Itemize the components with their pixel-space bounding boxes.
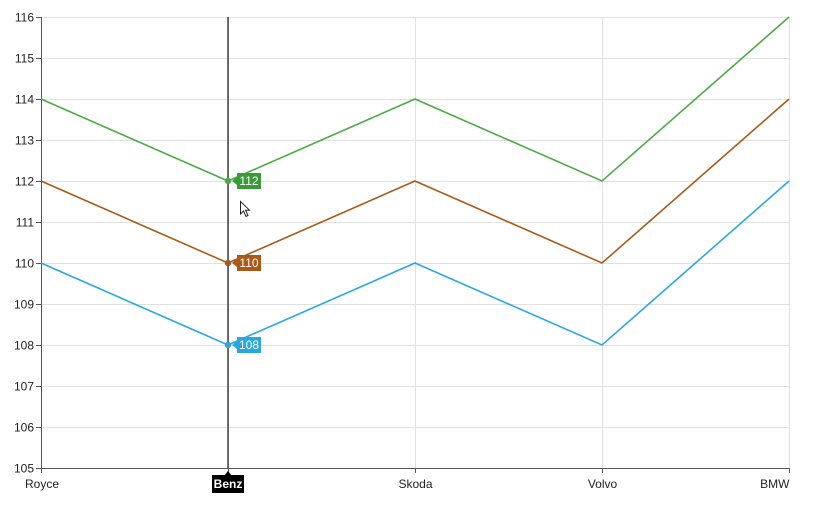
y-tick-label: 111 <box>16 216 35 230</box>
x-tick-label: Skoda <box>398 477 432 491</box>
y-tick-label: 105 <box>14 462 34 476</box>
trackball-marker <box>224 177 232 185</box>
series-line-1 <box>40 180 790 346</box>
series-group <box>40 16 790 346</box>
data-label-pointer <box>232 341 237 349</box>
y-tick-label: 109 <box>14 298 34 312</box>
mouse-pointer-icon <box>240 200 251 218</box>
mouse-cursor <box>240 200 251 218</box>
data-label-value: 112 <box>239 174 258 188</box>
axis-tooltip-label: Benz <box>214 477 243 491</box>
series-line-3 <box>40 16 790 182</box>
y-tick-label: 116 <box>15 11 34 25</box>
data-label-box <box>237 255 261 271</box>
trackball-marker <box>224 259 232 267</box>
data-label-value: 108 <box>239 338 259 352</box>
y-tick-label: 107 <box>14 380 34 394</box>
y-tick-label: 108 <box>14 339 34 353</box>
axis-tooltip-pointer <box>224 471 232 476</box>
y-tick-label: 110 <box>15 257 34 271</box>
data-label-pointer <box>232 177 237 185</box>
y-tick-label: 114 <box>15 93 34 107</box>
y-tick-label: 113 <box>15 134 34 148</box>
y-tick-label: 115 <box>15 52 34 66</box>
axis-tooltip-box <box>212 475 244 493</box>
trackball: 108 110 112 Benz <box>212 17 261 493</box>
x-tick-label: Royce <box>25 477 59 491</box>
x-tick-label: BMW <box>760 477 790 491</box>
series-line-2 <box>40 98 790 264</box>
y-tick-label: 112 <box>15 175 34 189</box>
data-label-box <box>237 337 261 353</box>
data-label-pointer <box>232 259 237 267</box>
data-label-value: 110 <box>239 256 258 270</box>
axes: 105 106 107 108 109 110 111 112 113 114 115 116 Royc… <box>14 11 790 492</box>
y-tick-label: 106 <box>14 421 34 435</box>
x-tick-label: Volvo <box>588 477 618 491</box>
data-label-box <box>237 173 261 189</box>
grid <box>41 17 790 469</box>
trackball-marker <box>224 341 232 349</box>
